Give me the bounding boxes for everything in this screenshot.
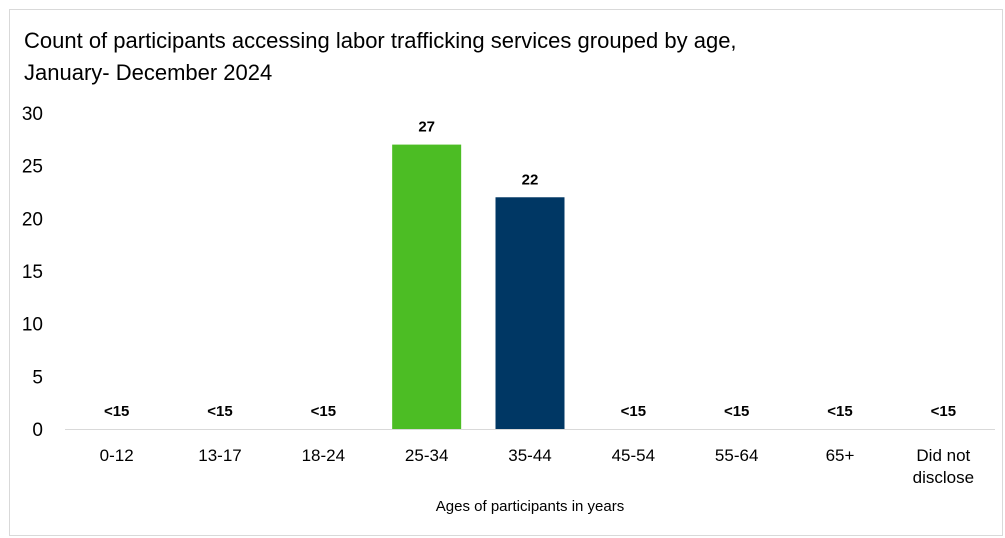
y-tick-label: 15 (22, 262, 43, 283)
data-label: 27 (418, 119, 435, 136)
bar (392, 144, 462, 429)
y-tick-label: 5 (32, 367, 43, 388)
data-label: <15 (724, 403, 749, 420)
x-tick-label: 65+ (826, 446, 855, 465)
x-tick-label: 13-17 (198, 446, 241, 465)
y-tick-label: 30 (22, 104, 43, 125)
x-tick-label: 35-44 (508, 446, 551, 465)
data-label: <15 (104, 403, 129, 420)
chart-title-line-2: January- December 2024 (24, 60, 273, 85)
x-tick-label: 55-64 (715, 446, 758, 465)
data-label: <15 (827, 403, 852, 420)
data-label: <15 (621, 403, 646, 420)
data-label: <15 (207, 403, 232, 420)
x-tick-label: 18-24 (302, 446, 345, 465)
data-label: <15 (311, 403, 336, 420)
y-tick-label: 10 (22, 315, 43, 336)
data-label: 22 (522, 171, 539, 188)
y-tick-label: 25 (22, 157, 43, 178)
x-tick-label: 0-12 (100, 446, 134, 465)
chart-title: Count of participants accessing labor tr… (24, 25, 924, 89)
x-tick-label: 25-34 (405, 446, 448, 465)
x-axis-title: Ages of participants in years (435, 498, 625, 515)
data-label: <15 (931, 403, 956, 420)
y-tick-label: 20 (22, 209, 43, 230)
x-tick-label: 45-54 (612, 446, 655, 465)
chart-title-line-1: Count of participants accessing labor tr… (24, 28, 737, 53)
bar (495, 197, 565, 429)
y-tick-label: 0 (32, 420, 43, 441)
x-tick-label: Did not disclose (913, 446, 974, 487)
